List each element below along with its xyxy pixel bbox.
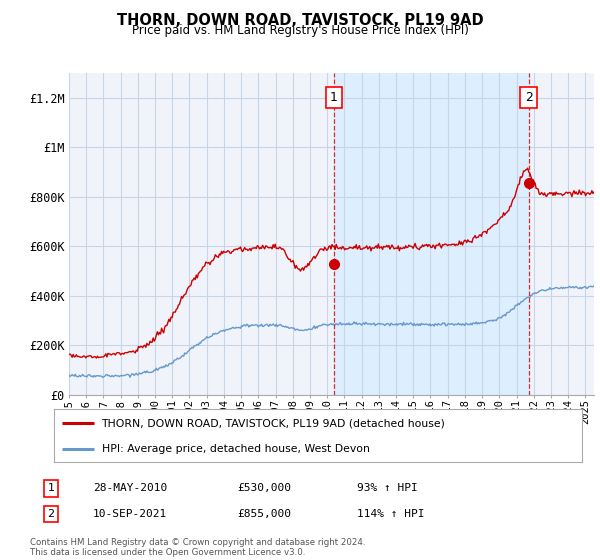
Text: HPI: Average price, detached house, West Devon: HPI: Average price, detached house, West… [101,444,370,454]
Text: 1: 1 [330,91,338,104]
Text: £855,000: £855,000 [237,509,291,519]
Text: THORN, DOWN ROAD, TAVISTOCK, PL19 9AD: THORN, DOWN ROAD, TAVISTOCK, PL19 9AD [116,13,484,28]
Bar [334,73,529,395]
Text: £530,000: £530,000 [237,483,291,493]
Text: Contains HM Land Registry data © Crown copyright and database right 2024.
This d: Contains HM Land Registry data © Crown c… [30,538,365,557]
Text: 28-MAY-2010: 28-MAY-2010 [93,483,167,493]
Text: Price paid vs. HM Land Registry's House Price Index (HPI): Price paid vs. HM Land Registry's House … [131,24,469,37]
Text: 1: 1 [47,483,55,493]
Text: 2: 2 [47,509,55,519]
Text: 93% ↑ HPI: 93% ↑ HPI [357,483,418,493]
Text: 114% ↑ HPI: 114% ↑ HPI [357,509,425,519]
Text: 10-SEP-2021: 10-SEP-2021 [93,509,167,519]
Text: THORN, DOWN ROAD, TAVISTOCK, PL19 9AD (detached house): THORN, DOWN ROAD, TAVISTOCK, PL19 9AD (d… [101,418,445,428]
Text: 2: 2 [524,91,533,104]
